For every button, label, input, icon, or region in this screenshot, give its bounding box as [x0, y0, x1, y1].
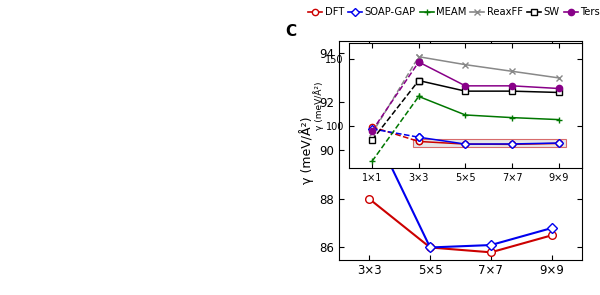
Legend: DFT, SOAP-GAP, MEAM, ReaxFF, SW, Tersoff: DFT, SOAP-GAP, MEAM, ReaxFF, SW, Tersoff	[308, 7, 600, 17]
Text: C: C	[286, 24, 296, 39]
Y-axis label: γ (meV/Å²): γ (meV/Å²)	[299, 117, 314, 184]
